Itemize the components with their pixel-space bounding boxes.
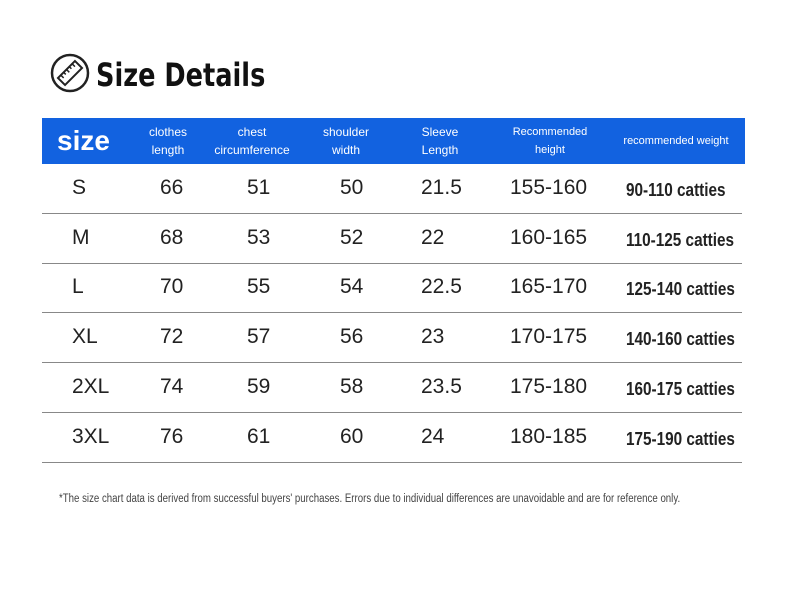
table-cell: 125-140 catties [626, 279, 735, 300]
table-row: 2XL 74 59 58 23.5 175-180 160-175 catties [42, 363, 742, 413]
table-row: L 70 55 54 22.5 165-170 125-140 catties [42, 263, 742, 314]
table-row: 3XL 76 61 60 24 180-185 175-190 catties [42, 413, 742, 463]
table-cell: L [72, 275, 84, 299]
table-header [42, 118, 745, 164]
table-row: M 68 53 52 22 160-165 110-125 catties [42, 214, 742, 264]
table-cell: 160-165 [510, 225, 588, 249]
column-header: size [57, 125, 110, 156]
table-cell: 24 [421, 424, 445, 448]
table-cell: 56 [340, 325, 364, 349]
column-header: Recommended height [512, 126, 588, 156]
column-header: Sleeve Length [421, 125, 459, 157]
table-cell: 3XL [72, 424, 110, 448]
table-cell: 76 [160, 424, 184, 448]
table-cell: 21.5 [421, 176, 462, 199]
table-cell: 60 [340, 424, 364, 448]
table-cell: 23.5 [421, 374, 462, 398]
table-cell: 51 [247, 176, 271, 199]
table-cell: 170-175 [510, 325, 588, 349]
column-header: clothes length [148, 125, 188, 157]
table-cell: 54 [340, 275, 364, 299]
table-cell: 72 [160, 325, 184, 349]
title: Size Details [96, 56, 266, 94]
table-cell: 140-160 catties [626, 329, 735, 350]
table-cell: 70 [160, 275, 184, 299]
table-cell: 90-110 catties [626, 180, 726, 200]
table-cell: 160-175 catties [626, 378, 735, 399]
table-cell: 74 [160, 374, 184, 398]
column-header: recommended weight [623, 135, 729, 147]
table-cell: 61 [247, 424, 271, 448]
table-cell: 175-190 catties [626, 428, 735, 449]
table-cell: 66 [160, 176, 184, 199]
table-cell: 53 [247, 225, 271, 249]
column-header: shoulder width [322, 125, 370, 157]
table-cell: 175-180 [510, 374, 588, 398]
table-row: XL 72 57 56 23 170-175 140-160 catties [42, 313, 742, 364]
table-cell: 22.5 [421, 275, 462, 299]
table-cell: 22 [421, 225, 445, 249]
table-cell: 52 [340, 225, 364, 249]
table-cell: 2XL [72, 374, 110, 398]
table-cell: 55 [247, 275, 271, 299]
table-cell: 59 [247, 374, 271, 398]
table-cell: 58 [340, 374, 364, 398]
table-row: S 66 51 50 21.5 155-160 90-110 catties [42, 164, 742, 214]
table-cell: 110-125 catties [626, 229, 735, 250]
table-cell: 180-185 [510, 424, 588, 448]
table-cell: 57 [247, 325, 271, 349]
table-cell: 68 [160, 225, 184, 249]
table-cell: 155-160 [510, 176, 588, 199]
table-cell: 23 [421, 325, 445, 349]
table-cell: 50 [340, 176, 364, 199]
table-cell: M [72, 225, 90, 249]
table-cell: S [72, 176, 87, 199]
table-cell: 165-170 [510, 275, 588, 299]
column-header: chest circumference [214, 125, 290, 157]
footnote: *The size chart data is derived from suc… [59, 493, 681, 505]
table-cell: XL [72, 325, 98, 349]
ruler-icon [50, 53, 90, 93]
